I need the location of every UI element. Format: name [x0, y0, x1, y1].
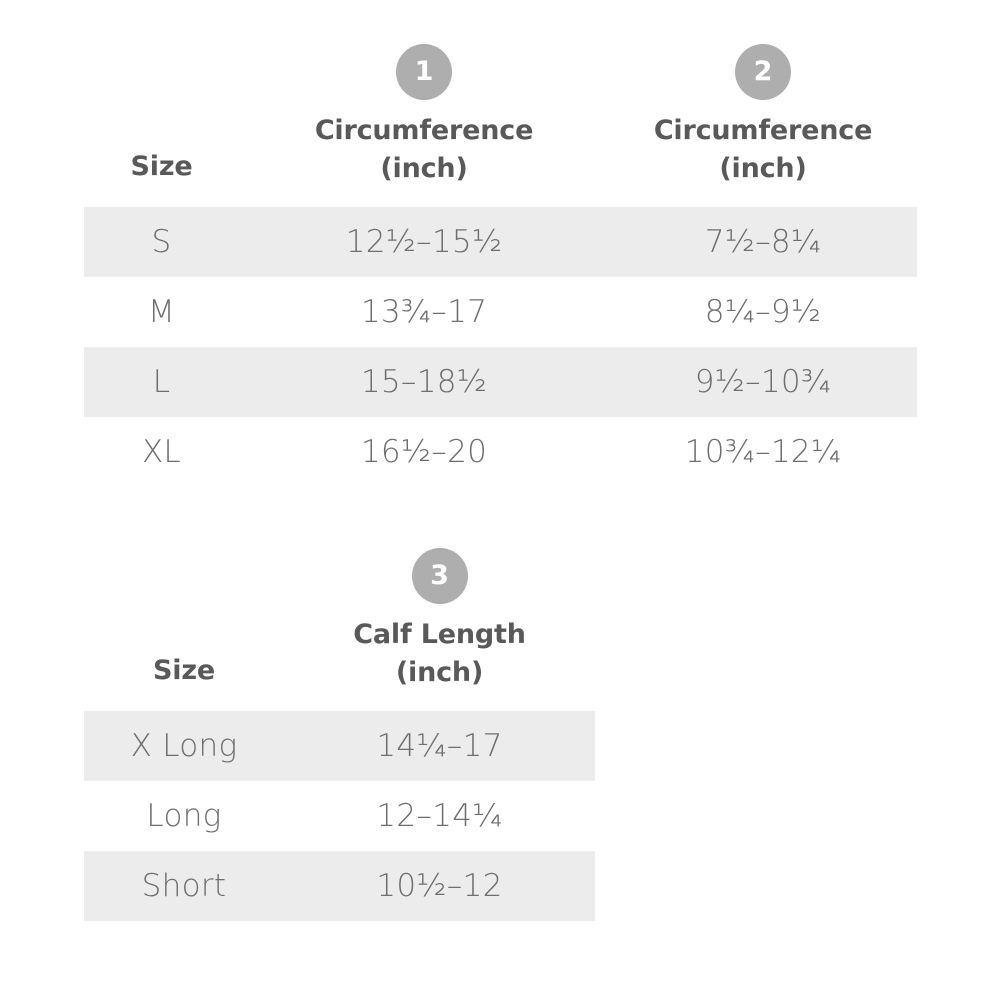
column-header-label: Circumference (inch) — [314, 115, 534, 185]
cell-circumference-2: 8¼–9½ — [704, 293, 822, 330]
table-row: M 13¾–17 8¼–9½ — [84, 277, 917, 347]
cell-size: Long — [146, 797, 222, 834]
column-header-label: Size — [130, 151, 193, 183]
column-header-label: Size — [153, 655, 215, 687]
measurement-table-1: Size 1 Circumference (inch) 2 Circumfere… — [84, 44, 917, 487]
cell-circumference-1: 13¾–17 — [360, 293, 488, 330]
table-body: S 12½–15½ 7½–8¼ M 13¾–17 8¼–9½ L 15–18½ … — [84, 206, 917, 487]
cell-circumference-2: 10¾–12¼ — [684, 433, 842, 470]
table-row: XL 16½–20 10¾–12¼ — [84, 417, 917, 487]
table-header-row: Size 1 Circumference (inch) 2 Circumfere… — [84, 44, 917, 189]
table-row: Long 12–14¼ — [84, 781, 595, 851]
table-row: S 12½–15½ 7½–8¼ — [84, 206, 917, 277]
cell-circumference-2: 9½–10¾ — [694, 363, 832, 400]
badge-1-icon: 1 — [396, 44, 452, 100]
cell-calf-length: 10½–12 — [376, 867, 503, 904]
column-header-label: Circumference (inch) — [653, 115, 873, 185]
cell-calf-length: 12–14¼ — [376, 797, 503, 834]
column-header-calf-length: 3 Calf Length (inch) — [284, 548, 595, 693]
cell-calf-length: 14¼–17 — [376, 727, 503, 764]
cell-size: Short — [141, 867, 227, 904]
badge-3-icon: 3 — [411, 548, 468, 604]
column-header-size: Size — [84, 80, 239, 188]
cell-size: XL — [141, 433, 182, 470]
measurement-table-2: Size 3 Calf Length (inch) X Long 14¼–17 … — [84, 548, 595, 921]
column-header-circumference-1: 1 Circumference (inch) — [239, 44, 609, 189]
cell-circumference-1: 12½–15½ — [345, 223, 503, 260]
cell-size: L — [152, 363, 171, 400]
cell-size: S — [151, 223, 172, 260]
table-header-row: Size 3 Calf Length (inch) — [84, 548, 595, 693]
column-header-label: Calf Length (inch) — [353, 619, 526, 689]
column-header-circumference-2: 2 Circumference (inch) — [609, 44, 917, 189]
badge-2-icon: 2 — [735, 44, 791, 100]
cell-circumference-1: 15–18½ — [360, 363, 488, 400]
cell-size: X Long — [130, 727, 238, 764]
table-row: X Long 14¼–17 — [84, 710, 595, 781]
cell-circumference-1: 16½–20 — [360, 433, 488, 470]
table-body: X Long 14¼–17 Long 12–14¼ Short 10½–12 — [84, 710, 595, 921]
cell-size: M — [147, 293, 176, 330]
table-row: Short 10½–12 — [84, 850, 595, 921]
cell-circumference-2: 7½–8¼ — [704, 223, 822, 260]
column-header-size: Size — [84, 584, 284, 692]
table-row: L 15–18½ 9½–10¾ — [84, 346, 917, 417]
